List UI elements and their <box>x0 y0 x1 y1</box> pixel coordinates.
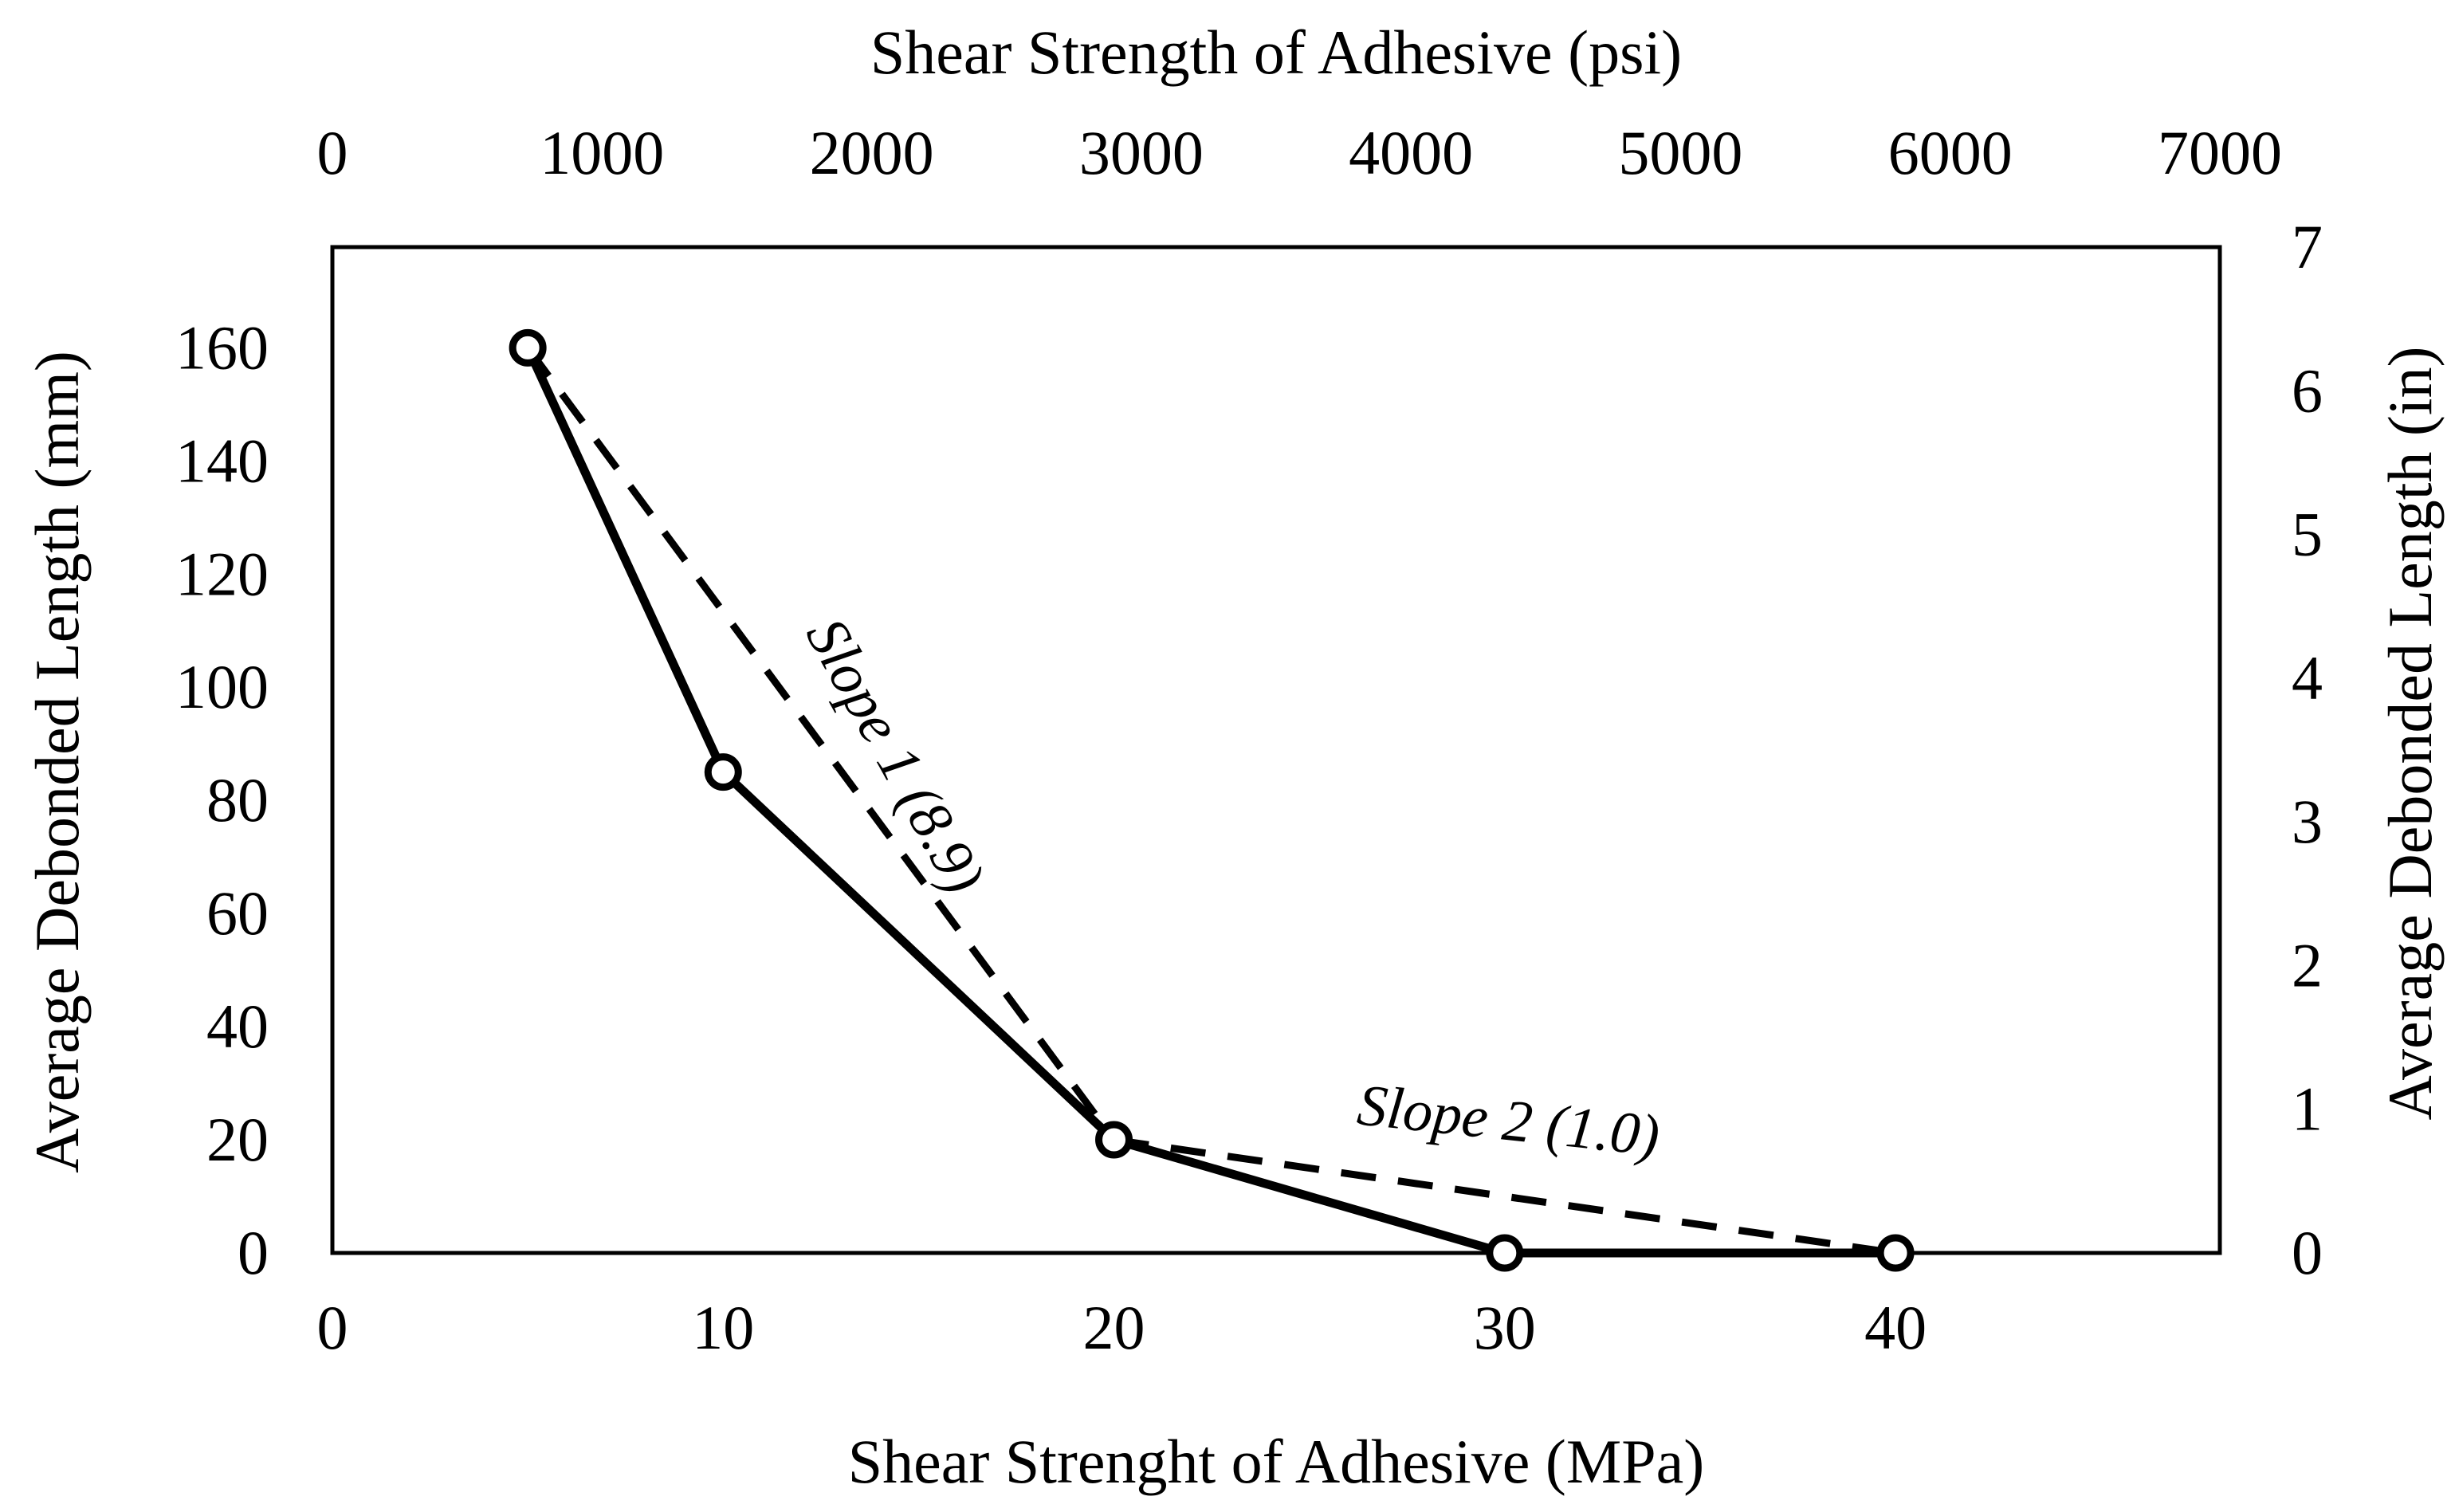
series-line-slope-2 <box>1113 1136 1896 1257</box>
plot-frame <box>330 245 2222 1255</box>
right-y-axis-title: Average Debonded Length (in) <box>2375 346 2445 1120</box>
top-x-axis-title: Shear Strength of Adhesive (psi) <box>870 18 1682 87</box>
slope-2-annotation: Slope 2 (1.0) <box>1354 1072 1663 1168</box>
x-tick-label: 0 <box>317 1293 348 1362</box>
right-y-tick-labels: 0 1 2 3 4 5 6 7 <box>2292 212 2323 1287</box>
top-x-tick-label: 6000 <box>1888 118 2013 187</box>
data-point-marker <box>1095 1121 1133 1159</box>
y-tick-label: 40 <box>206 992 269 1061</box>
data-point-marker <box>1876 1234 1915 1272</box>
y-tick-labels: 0 20 40 60 80 100 120 140 160 <box>175 312 269 1287</box>
series-line-slope-1 <box>524 345 1117 1142</box>
x-tick-label: 30 <box>1474 1293 1536 1362</box>
right-y-tick-label: 1 <box>2292 1074 2323 1144</box>
right-y-tick-label: 2 <box>2292 930 2323 999</box>
top-x-tick-label: 4000 <box>1349 118 1473 187</box>
y-tick-label: 80 <box>206 765 269 835</box>
right-y-tick-label: 7 <box>2292 212 2323 281</box>
y-tick-label: 20 <box>206 1105 269 1174</box>
y-tick-label: 100 <box>175 652 269 721</box>
y-tick-label: 120 <box>175 539 269 608</box>
data-point-marker <box>1486 1234 1524 1272</box>
y-tick-label: 140 <box>175 426 269 495</box>
top-x-tick-label: 3000 <box>1079 118 1204 187</box>
data-point-marker <box>509 328 547 367</box>
slope-1-annotation: Slope 1 (8.9) <box>793 607 997 904</box>
y-tick-label: 0 <box>238 1218 269 1287</box>
right-y-tick-label: 4 <box>2292 643 2323 713</box>
y-tick-label: 160 <box>175 312 269 382</box>
top-x-tick-label: 5000 <box>1618 118 1742 187</box>
right-y-tick-label: 3 <box>2292 787 2323 856</box>
top-x-tick-labels: 0 1000 2000 3000 4000 5000 6000 7000 <box>317 118 2283 187</box>
x-tick-label: 20 <box>1083 1293 1145 1362</box>
top-x-tick-label: 7000 <box>2158 118 2282 187</box>
right-y-tick-label: 0 <box>2292 1218 2323 1287</box>
y-axis-title: Average Debonded Length (mm) <box>22 351 92 1173</box>
x-tick-label: 10 <box>692 1293 754 1362</box>
right-y-tick-label: 5 <box>2292 500 2323 569</box>
x-tick-labels: 0 10 20 30 40 <box>317 1293 1927 1362</box>
series-line-average-debonded-length <box>524 346 1896 1258</box>
top-x-tick-label: 1000 <box>540 118 664 187</box>
x-axis-title: Shear Strenght of Adhesive (MPa) <box>848 1427 1704 1496</box>
top-x-tick-label: 2000 <box>810 118 934 187</box>
data-point-marker <box>704 753 742 791</box>
series-lines <box>524 345 1896 1258</box>
y-tick-label: 60 <box>206 878 269 948</box>
x-tick-label: 40 <box>1864 1293 1927 1362</box>
data-points <box>509 328 1915 1272</box>
top-x-tick-label: 0 <box>317 118 348 187</box>
right-y-tick-label: 6 <box>2292 355 2323 425</box>
